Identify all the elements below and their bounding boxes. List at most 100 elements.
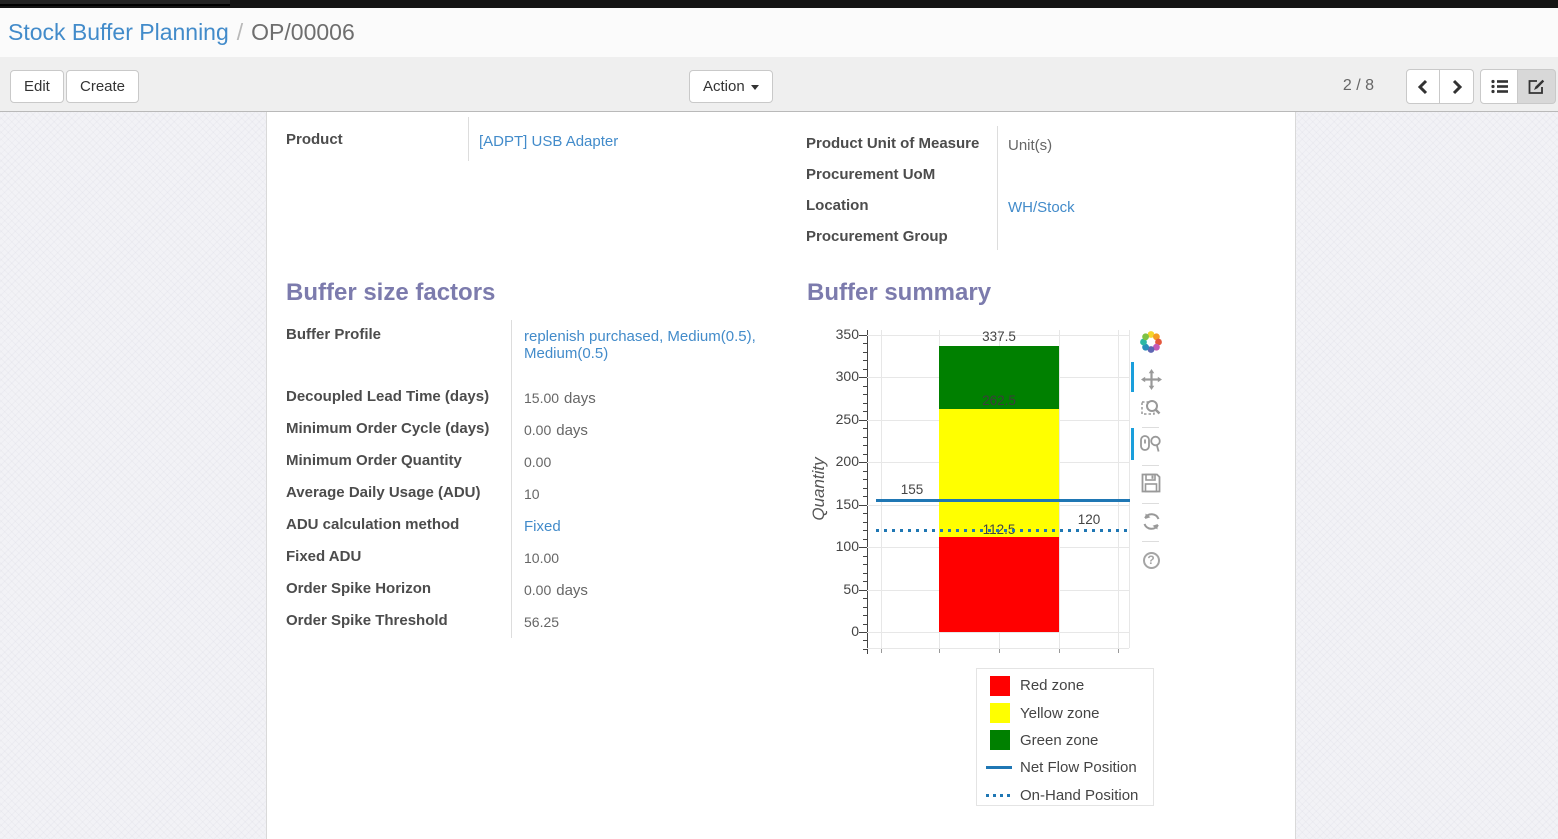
field-group-right-rows: Product Unit of Measure Unit(s) Procuremen… [806, 126, 1276, 250]
y-axis-tick-label: 200 [835, 453, 859, 470]
legend-item[interactable]: On-Hand Position [977, 782, 1153, 809]
field-value-text: 10.00 [524, 550, 560, 566]
y-axis-tick [863, 385, 867, 387]
y-axis-line [867, 330, 868, 654]
field-label: Minimum Order Cycle (days) [286, 414, 512, 446]
field-row: Order Spike Threshold 56.25 [286, 606, 778, 638]
list-view-icon [1490, 79, 1508, 94]
field-label: Procurement UoM [806, 157, 998, 188]
field-label: Buffer Profile [286, 320, 512, 382]
field-value-link[interactable]: [ADPT] USB Adapter [479, 133, 619, 150]
field-row: Minimum Order Quantity 0.00 [286, 446, 778, 478]
gridline-vertical [1129, 330, 1130, 648]
field-value-text: 56.25 [524, 614, 560, 630]
field-value: 56.25 [512, 606, 766, 638]
buffer-summary-group: Buffer summary [807, 250, 1287, 638]
x-axis-tick [881, 648, 882, 653]
y-axis-tick [863, 428, 867, 430]
on-hand-position-line [876, 529, 1130, 533]
field-value-link[interactable]: Fixed [524, 518, 561, 535]
field-value: Unit(s) [998, 126, 1052, 157]
previous-record-button[interactable] [1406, 69, 1440, 104]
download-plot-button[interactable] [1139, 471, 1163, 495]
previous-icon [1417, 79, 1428, 94]
y-axis-tick [859, 547, 867, 549]
legend-item[interactable]: Yellow zone [977, 699, 1153, 726]
breadcrumb-row: Stock Buffer Planning / OP/00006 [0, 8, 1558, 57]
x-axis-tick [999, 648, 1000, 653]
field-value-link[interactable]: WH/Stock [1008, 199, 1075, 216]
legend-line-swatch [986, 766, 1012, 770]
yellow-zone-top-label: 262.5 [982, 393, 1016, 409]
reset-axes-icon [1143, 512, 1159, 530]
y-axis-tick-label: 50 [843, 580, 859, 597]
field-value: 15.00 days [512, 382, 766, 414]
field-row: Product Unit of Measure Unit(s) [806, 126, 1276, 157]
field-row: Procurement Group [806, 219, 1276, 250]
reset-axes-button[interactable] [1139, 509, 1163, 533]
y-axis-tick [863, 453, 867, 455]
field-label: Average Daily Usage (ADU) [286, 478, 512, 510]
y-axis-tick [863, 606, 867, 608]
modebar-divider [1142, 427, 1159, 428]
y-axis-tick [863, 521, 867, 523]
plotly-logo-button[interactable] [1139, 330, 1163, 354]
y-axis-tick [859, 632, 867, 633]
y-axis-tick [863, 343, 867, 345]
field-value: [ADPT] USB Adapter [469, 117, 618, 161]
field-unit-suffix: days [556, 422, 588, 439]
edit-button[interactable]: Edit [10, 70, 64, 103]
buffer-factors-title: Buffer size factors [286, 279, 496, 306]
field-label: Order Spike Horizon [286, 574, 512, 606]
field-value: 10 [512, 478, 766, 510]
y-axis-tick [859, 377, 867, 379]
form-view-button[interactable] [1518, 69, 1556, 104]
legend-item[interactable]: Green zone [977, 727, 1153, 754]
y-axis-tick-label: 100 [835, 538, 859, 555]
x-axis-tick [1059, 648, 1060, 653]
x-axis-tick [939, 648, 940, 653]
buffer-factors-table: Buffer Profile replenish purchased, Mediu… [286, 320, 778, 638]
modebar-divider [1142, 503, 1159, 504]
legend-square-swatch [990, 730, 1010, 751]
pager-counter: 2 / 8 [1342, 77, 1374, 94]
next-record-button[interactable] [1440, 69, 1474, 104]
field-group-right: My Company Product Unit of Measure Unit(s… [806, 112, 1276, 250]
help-button[interactable]: ? [1139, 548, 1163, 572]
create-button[interactable]: Create [66, 70, 140, 103]
field-group-left: Product [ADPT] USB Adapter [286, 117, 746, 250]
gridline-vertical [881, 330, 882, 648]
field-label: Fixed ADU [286, 542, 512, 574]
field-row: Procurement UoM [806, 157, 1276, 188]
pan-icon [1140, 368, 1162, 390]
field-row: ADU calculation method Fixed [286, 510, 778, 542]
clipped-field-row: My Company [806, 112, 1276, 126]
y-axis-tick-label: 250 [835, 410, 859, 427]
legend-item[interactable]: Net Flow Position [977, 754, 1153, 781]
pan-button[interactable] [1139, 367, 1163, 391]
breadcrumb-parent-link[interactable]: Stock Buffer Planning [8, 19, 229, 45]
on-hand-position-label: 120 [1077, 512, 1101, 528]
action-dropdown-button[interactable]: Action [689, 70, 773, 103]
legend-label: Net Flow Position [1020, 759, 1137, 777]
zoom-box-button[interactable] [1139, 396, 1163, 420]
modebar-divider [1142, 541, 1159, 542]
y-axis-tick [863, 555, 867, 557]
list-view-button[interactable] [1480, 69, 1518, 104]
field-row: Decoupled Lead Time (days) 15.00 days [286, 382, 778, 414]
field-value-link[interactable]: replenish purchased, Medium(0.5), Medium… [524, 328, 756, 362]
modebar-accent-bar [1131, 362, 1134, 392]
pager-nav [1406, 69, 1474, 104]
field-label: Order Spike Threshold [286, 606, 512, 638]
field-value-text: 0.00 [524, 582, 552, 598]
y-axis-tick [863, 487, 867, 489]
field-value-text: 0.00 [524, 422, 552, 438]
y-axis-tick [863, 640, 867, 642]
field-value: 0.00 [512, 446, 766, 478]
gridline-vertical [1118, 330, 1119, 648]
buffer-factors-group: Buffer size factors Buffer Profile replen… [286, 250, 778, 638]
legend-line-swatch [986, 793, 1012, 797]
legend-item[interactable]: Red zone [977, 672, 1153, 699]
zoom-in-out-button[interactable] [1139, 432, 1163, 456]
legend-label: Red zone [1020, 677, 1085, 695]
